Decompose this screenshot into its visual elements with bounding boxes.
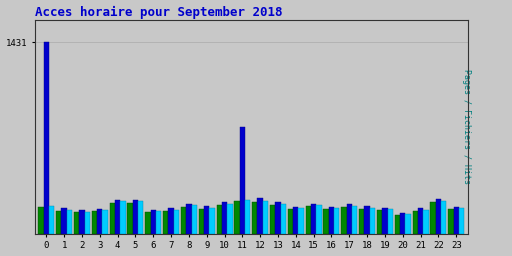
Bar — [334, 208, 339, 234]
Bar — [298, 208, 304, 234]
Bar — [388, 209, 393, 234]
Bar — [293, 207, 298, 234]
Bar — [74, 212, 79, 234]
Bar — [288, 209, 293, 234]
Bar — [281, 204, 286, 234]
Bar — [365, 206, 370, 234]
Bar — [49, 206, 54, 234]
Bar — [145, 212, 151, 234]
Bar — [44, 42, 49, 234]
Bar — [311, 204, 316, 234]
Bar — [329, 207, 334, 234]
Text: Acces horaire pour September 2018: Acces horaire pour September 2018 — [35, 6, 282, 19]
Bar — [156, 211, 161, 234]
Bar — [204, 206, 209, 234]
Bar — [227, 204, 232, 234]
Bar — [84, 212, 90, 234]
Bar — [240, 127, 245, 234]
Bar — [324, 209, 329, 234]
Bar — [347, 204, 352, 234]
Bar — [382, 208, 388, 234]
Bar — [359, 209, 365, 234]
Bar — [245, 200, 250, 234]
Bar — [352, 206, 357, 234]
Bar — [217, 205, 222, 234]
Bar — [163, 211, 168, 234]
Bar — [181, 207, 186, 234]
Bar — [56, 211, 61, 234]
Bar — [306, 206, 311, 234]
Bar — [168, 208, 174, 234]
Bar — [151, 210, 156, 234]
Bar — [342, 207, 347, 234]
Bar — [102, 210, 108, 234]
Bar — [400, 213, 406, 234]
Bar — [92, 211, 97, 234]
Bar — [222, 202, 227, 234]
Bar — [127, 203, 133, 234]
Bar — [431, 202, 436, 234]
Bar — [110, 203, 115, 234]
Bar — [395, 215, 400, 234]
Bar — [459, 208, 464, 234]
Bar — [120, 201, 125, 234]
Y-axis label: Pages / Fichiers / Hits: Pages / Fichiers / Hits — [462, 69, 471, 184]
Bar — [174, 210, 179, 234]
Bar — [263, 201, 268, 234]
Bar — [436, 199, 441, 234]
Bar — [454, 207, 459, 234]
Bar — [441, 201, 446, 234]
Bar — [133, 200, 138, 234]
Bar — [115, 200, 120, 234]
Bar — [79, 210, 84, 234]
Bar — [275, 202, 281, 234]
Bar — [209, 208, 215, 234]
Bar — [186, 204, 191, 234]
Bar — [138, 201, 143, 234]
Bar — [423, 210, 429, 234]
Bar — [370, 208, 375, 234]
Bar — [97, 209, 102, 234]
Bar — [316, 205, 322, 234]
Bar — [377, 210, 382, 234]
Bar — [413, 211, 418, 234]
Bar — [191, 205, 197, 234]
Bar — [258, 198, 263, 234]
Bar — [406, 215, 411, 234]
Bar — [199, 209, 204, 234]
Bar — [61, 208, 67, 234]
Bar — [418, 208, 423, 234]
Bar — [252, 202, 258, 234]
Bar — [448, 209, 454, 234]
Bar — [234, 201, 240, 234]
Bar — [67, 210, 72, 234]
Bar — [270, 205, 275, 234]
Bar — [38, 207, 44, 234]
